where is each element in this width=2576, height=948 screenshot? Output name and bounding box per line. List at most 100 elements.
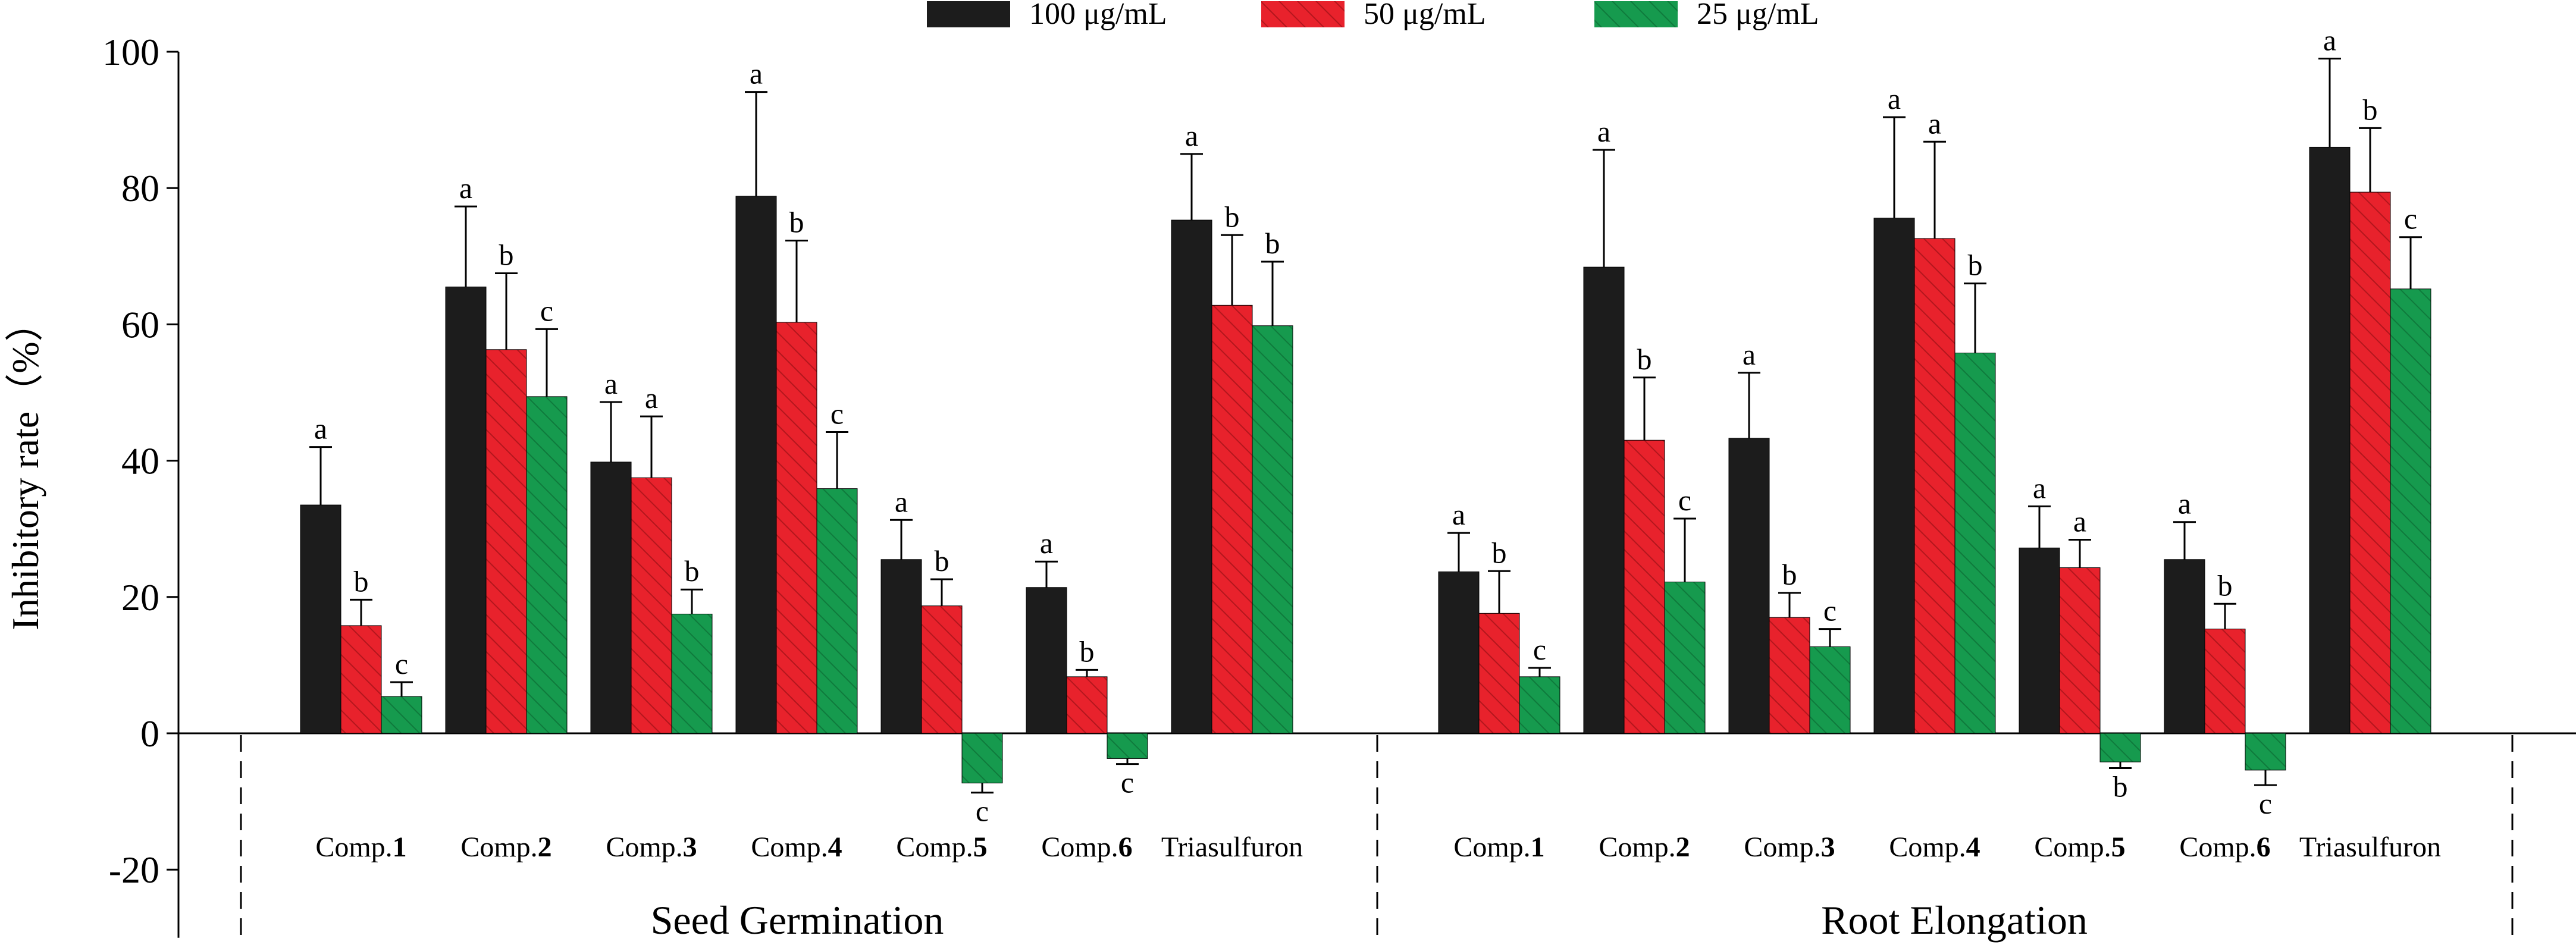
category-label: Triasulfuron [1161,831,1303,863]
bar [2099,733,2141,762]
y-tick-label: 0 [140,712,159,755]
bar [671,613,713,734]
category-label: Comp.3 [1744,831,1835,863]
significance-letter: a [2323,23,2336,56]
category-label: Comp.1 [1453,831,1544,863]
bar [1954,353,1996,734]
bar [526,396,568,734]
bar [1066,676,1108,734]
significance-letter: c [1823,594,1837,627]
category-label: Comp.4 [751,831,842,863]
significance-letter: a [1888,82,1901,115]
bar [776,322,817,734]
bar [1624,440,1665,734]
bar [880,559,922,734]
significance-letter: b [1225,200,1240,233]
significance-letter: c [1678,484,1691,517]
category-label: Comp.5 [896,831,987,863]
bar [1583,266,1625,734]
significance-letter: b [2218,569,2233,602]
y-tick-label: -20 [109,849,159,891]
significance-letter: b [2113,770,2128,803]
significance-letter: c [976,795,989,828]
significance-letter: a [2178,487,2191,520]
category-label: Comp.6 [2179,831,2270,863]
bar [1664,582,1706,734]
y-tick-label: 100 [102,31,159,73]
bar [340,625,382,734]
bar [1519,676,1560,734]
significance-letter: b [354,564,369,598]
significance-letter: a [895,485,908,518]
significance-letter: c [1121,766,1134,799]
significance-letter: a [1040,526,1053,560]
legend-swatch [1261,1,1345,27]
y-axis: 100 80 60 40 20 0 -20 [102,31,2576,938]
significance-letter: c [540,294,553,327]
legend: 100 μg/mL 50 μg/mL 25 μg/mL [927,0,1819,31]
bar [921,605,963,734]
bar [381,696,422,734]
significance-letter: b [1265,227,1280,260]
bar [1478,613,1520,734]
significance-letter: b [685,554,700,588]
bar [816,488,858,734]
significance-letter: a [1597,115,1610,148]
legend-label: 50 μg/mL [1364,0,1486,31]
significance-letter: a [1928,106,1941,140]
bar [300,504,341,734]
y-axis-title: Inhibitory rate（%） [4,303,46,630]
significance-letter: a [750,57,763,90]
significance-letter: a [314,412,327,445]
bar [1026,587,1067,734]
category-label: Comp.4 [1889,831,1980,863]
significance-letter: b [1637,343,1652,376]
category-label: Comp.6 [1041,831,1132,863]
category-label: Comp.5 [2034,831,2125,863]
bar [590,462,632,734]
bar [1873,218,1915,734]
significance-letter: a [604,367,618,400]
y-tick-label: 80 [121,167,159,209]
significance-letter: a [2073,505,2086,538]
group-label: Root Elongation [1821,897,2088,943]
significance-letter: b [2363,93,2378,126]
bar [961,733,1003,784]
y-tick-label: 40 [121,440,159,482]
category-label: Comp.1 [315,831,406,863]
bar [2164,559,2205,734]
category-label: Comp.2 [460,831,551,863]
bar [1728,438,1770,734]
legend-swatch [927,1,1010,27]
group-label: Seed Germination [651,897,944,943]
bar [1171,219,1212,734]
bar [2349,192,2391,734]
bar [1107,733,1148,759]
significance-letter: a [459,171,472,205]
significance-letter: c [395,647,408,680]
bar [735,196,777,734]
bar [2059,567,2101,734]
significance-letter: a [1185,119,1198,152]
bar [1252,325,1293,734]
category-label: Triasulfuron [2299,831,2441,863]
category-label: Comp.3 [606,831,697,863]
bar [445,286,487,734]
significance-letter: a [2033,471,2046,504]
category-label: Comp.2 [1599,831,1690,863]
significance-letter: b [789,205,804,238]
significance-letter: c [2259,787,2272,820]
bar [1809,646,1851,734]
significance-letter: b [1968,249,1983,282]
bar [2019,547,2060,734]
bar [1438,571,1480,734]
significance-letter: b [1080,635,1095,668]
bar [1769,617,1810,734]
significance-letter: b [499,238,514,271]
significance-letter: a [645,381,658,415]
legend-label: 25 μg/mL [1697,0,1819,31]
significance-letter: c [2404,202,2417,236]
y-tick-label: 60 [121,303,159,346]
